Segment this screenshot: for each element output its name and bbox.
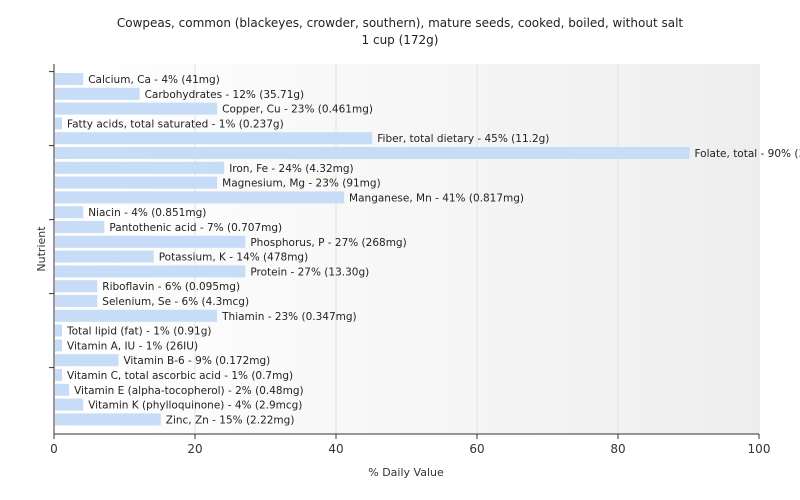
- bar: [55, 161, 225, 174]
- bar: [55, 383, 70, 396]
- bar-label: Copper, Cu - 23% (0.461mg): [222, 104, 373, 116]
- bar: [55, 235, 246, 248]
- bar-label: Fatty acids, total saturated - 1% (0.237…: [67, 118, 284, 130]
- bar-label: Vitamin E (alpha-tocopherol) - 2% (0.48m…: [74, 385, 304, 397]
- bar: [55, 354, 119, 367]
- bar: [55, 221, 105, 233]
- x-tick-label: 60: [469, 442, 484, 456]
- bar-label: Vitamin B-6 - 9% (0.172mg): [123, 355, 270, 367]
- bar-label: Vitamin K (phylloquinone) - 4% (2.9mcg): [88, 400, 302, 412]
- bar: [55, 250, 154, 263]
- bar-label: Phosphorus, P - 27% (268mg): [250, 237, 406, 249]
- x-tick-label: 80: [610, 442, 625, 456]
- bar-label: Carbohydrates - 12% (35.71g): [145, 89, 305, 101]
- bar-label: Fiber, total dietary - 45% (11.2g): [377, 133, 549, 145]
- bar-label: Vitamin C, total ascorbic acid - 1% (0.7…: [67, 370, 293, 382]
- bar-label: Total lipid (fat) - 1% (0.91g): [66, 326, 211, 338]
- bar-label: Selenium, Se - 6% (4.3mcg): [102, 296, 249, 308]
- bar-label: Protein - 27% (13.30g): [250, 266, 369, 278]
- bar: [55, 191, 345, 204]
- bar-labels-group: Calcium, Ca - 4% (41mg) Carbohydrates - 1…: [66, 74, 800, 426]
- bar: [55, 117, 63, 130]
- axes-group: [49, 64, 760, 439]
- bar-label: Calcium, Ca - 4% (41mg): [88, 74, 220, 86]
- bar: [55, 280, 98, 293]
- y-axis-title: Nutrient: [35, 226, 48, 272]
- bar: [55, 176, 218, 189]
- x-tick-labels: 0 20 40 60 80 100: [50, 442, 770, 456]
- bar: [55, 87, 140, 100]
- bar: [55, 295, 98, 307]
- bar-label: Riboflavin - 6% (0.095mg): [102, 281, 240, 293]
- x-tick-label: 0: [50, 442, 58, 456]
- x-tick-label: 40: [328, 442, 343, 456]
- bar: [55, 102, 218, 115]
- bar-label: Manganese, Mn - 41% (0.817mg): [349, 192, 524, 204]
- grid-lines: [194, 64, 760, 434]
- chart-title: Cowpeas, common (blackeyes, crowder, sou…: [117, 16, 684, 30]
- bar-label: Zinc, Zn - 15% (2.22mg): [166, 414, 295, 426]
- bar: [55, 132, 373, 145]
- bar-label: Thiamin - 23% (0.347mg): [221, 311, 357, 323]
- bar-label: Potassium, K - 14% (478mg): [159, 252, 309, 264]
- bar: [55, 265, 246, 278]
- bar-label: Vitamin A, IU - 1% (26IU): [67, 340, 198, 352]
- bar: [55, 398, 84, 411]
- bar-label: Iron, Fe - 24% (4.32mg): [229, 163, 353, 175]
- plot-background: [54, 64, 759, 434]
- bar: [55, 339, 63, 352]
- bar: [55, 369, 63, 381]
- x-tick-label: 100: [748, 442, 771, 456]
- bar: [55, 324, 63, 337]
- chart-subtitle: 1 cup (172g): [362, 33, 439, 47]
- x-tick-label: 20: [187, 442, 202, 456]
- bars-group: [55, 73, 690, 426]
- bar-label: Niacin - 4% (0.851mg): [88, 207, 206, 219]
- x-axis-title: % Daily Value: [368, 466, 444, 479]
- bar-label: Magnesium, Mg - 23% (91mg): [222, 178, 381, 190]
- bar: [55, 73, 84, 85]
- bar-label: Folate, total - 90% (358mcg): [695, 148, 800, 160]
- bar: [55, 147, 690, 159]
- bar: [55, 413, 161, 426]
- bar: [55, 206, 84, 219]
- bar-label: Pantothenic acid - 7% (0.707mg): [109, 222, 282, 234]
- bar: [55, 309, 218, 322]
